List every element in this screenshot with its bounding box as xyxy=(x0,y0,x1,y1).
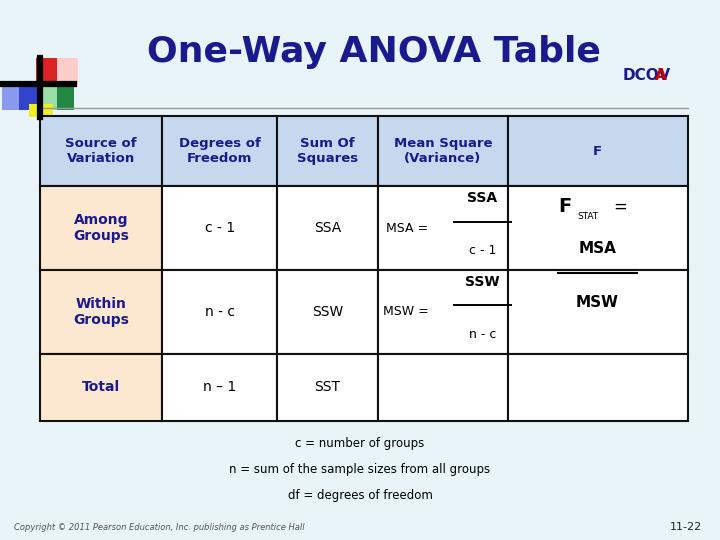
Text: =: = xyxy=(613,198,627,215)
Text: MSA: MSA xyxy=(579,241,616,256)
Bar xyxy=(40,354,162,421)
Text: n – 1: n – 1 xyxy=(203,381,236,394)
Bar xyxy=(57,58,78,84)
Bar xyxy=(378,270,508,354)
Text: c = number of groups: c = number of groups xyxy=(295,437,425,450)
Bar xyxy=(30,104,53,117)
Bar xyxy=(40,186,162,270)
Text: SST: SST xyxy=(315,381,341,394)
Bar xyxy=(162,116,277,186)
Bar xyxy=(508,354,688,421)
Bar xyxy=(508,186,688,270)
Text: Copyright © 2011 Pearson Education, Inc. publishing as Prentice Hall: Copyright © 2011 Pearson Education, Inc.… xyxy=(14,523,305,532)
Bar xyxy=(277,270,378,354)
Bar xyxy=(36,58,74,84)
Text: c - 1: c - 1 xyxy=(204,221,235,235)
Bar xyxy=(1,84,43,110)
Text: A: A xyxy=(655,68,667,83)
Text: Degrees of
Freedom: Degrees of Freedom xyxy=(179,137,261,165)
Text: n - c: n - c xyxy=(469,328,496,341)
Text: Source of
Variation: Source of Variation xyxy=(65,137,137,165)
Bar xyxy=(378,186,508,270)
Text: Within
Groups: Within Groups xyxy=(73,297,129,327)
Bar xyxy=(40,270,162,354)
Bar xyxy=(277,116,378,186)
Text: DCOV: DCOV xyxy=(623,68,671,83)
Bar xyxy=(162,186,277,270)
Text: MSW: MSW xyxy=(576,295,619,310)
Bar xyxy=(40,84,74,110)
Bar xyxy=(277,354,378,421)
Text: SSA: SSA xyxy=(467,192,498,205)
Bar xyxy=(508,270,688,354)
Bar xyxy=(162,354,277,421)
Text: MSA =: MSA = xyxy=(386,221,428,235)
Text: 11-22: 11-22 xyxy=(670,522,702,532)
Bar xyxy=(378,116,508,186)
Text: Among
Groups: Among Groups xyxy=(73,213,129,243)
Bar xyxy=(40,84,57,110)
Text: n - c: n - c xyxy=(204,305,235,319)
Text: df = degrees of freedom: df = degrees of freedom xyxy=(287,489,433,502)
Bar xyxy=(1,84,19,110)
Bar xyxy=(378,354,508,421)
Text: MSW =: MSW = xyxy=(382,305,428,319)
Text: SSA: SSA xyxy=(314,221,341,235)
Bar xyxy=(508,116,688,186)
Text: F: F xyxy=(593,145,602,158)
Bar xyxy=(277,186,378,270)
Text: Sum Of
Squares: Sum Of Squares xyxy=(297,137,358,165)
Text: F: F xyxy=(558,197,571,216)
Text: SSW: SSW xyxy=(312,305,343,319)
Bar xyxy=(162,270,277,354)
Text: c - 1: c - 1 xyxy=(469,244,496,258)
Bar xyxy=(40,116,162,186)
Text: SSW: SSW xyxy=(465,275,500,289)
Text: Mean Square
(Variance): Mean Square (Variance) xyxy=(394,137,492,165)
Text: Total: Total xyxy=(82,381,120,394)
Text: n = sum of the sample sizes from all groups: n = sum of the sample sizes from all gro… xyxy=(230,463,490,476)
Text: STAT: STAT xyxy=(577,212,598,221)
Text: One-Way ANOVA Table: One-Way ANOVA Table xyxy=(148,35,601,69)
